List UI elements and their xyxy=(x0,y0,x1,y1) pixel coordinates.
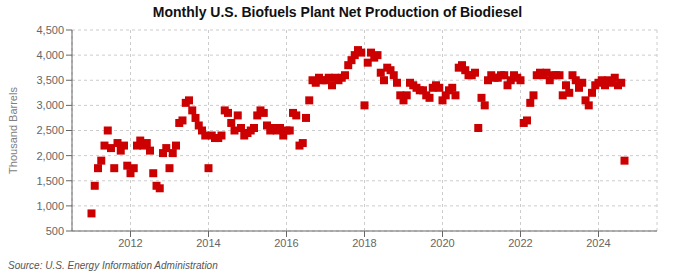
svg-text:2,500: 2,500 xyxy=(36,124,64,136)
svg-text:3,500: 3,500 xyxy=(36,74,64,86)
svg-text:1,500: 1,500 xyxy=(36,175,64,187)
svg-text:2020: 2020 xyxy=(430,237,454,249)
svg-text:2018: 2018 xyxy=(352,237,376,249)
svg-text:1,000: 1,000 xyxy=(36,200,64,212)
svg-text:2024: 2024 xyxy=(586,237,610,249)
svg-text:500: 500 xyxy=(46,225,64,237)
svg-text:4,500: 4,500 xyxy=(36,24,64,36)
svg-text:Thousand Barrels: Thousand Barrels xyxy=(8,87,19,174)
svg-text:3,000: 3,000 xyxy=(36,99,64,111)
svg-text:4,000: 4,000 xyxy=(36,49,64,61)
svg-text:2014: 2014 xyxy=(196,237,220,249)
svg-text:2012: 2012 xyxy=(118,237,142,249)
svg-text:2,000: 2,000 xyxy=(36,150,64,162)
svg-text:2016: 2016 xyxy=(274,237,298,249)
svg-text:2022: 2022 xyxy=(508,237,532,249)
html-text:Monthly U.S. Biofuels Plant Ne: Monthly U.S. Biofuels Plant Net Producti… xyxy=(152,4,523,20)
html-text:Source: U.S. Energy Informatio: Source: U.S. Energy Information Administ… xyxy=(8,260,218,271)
